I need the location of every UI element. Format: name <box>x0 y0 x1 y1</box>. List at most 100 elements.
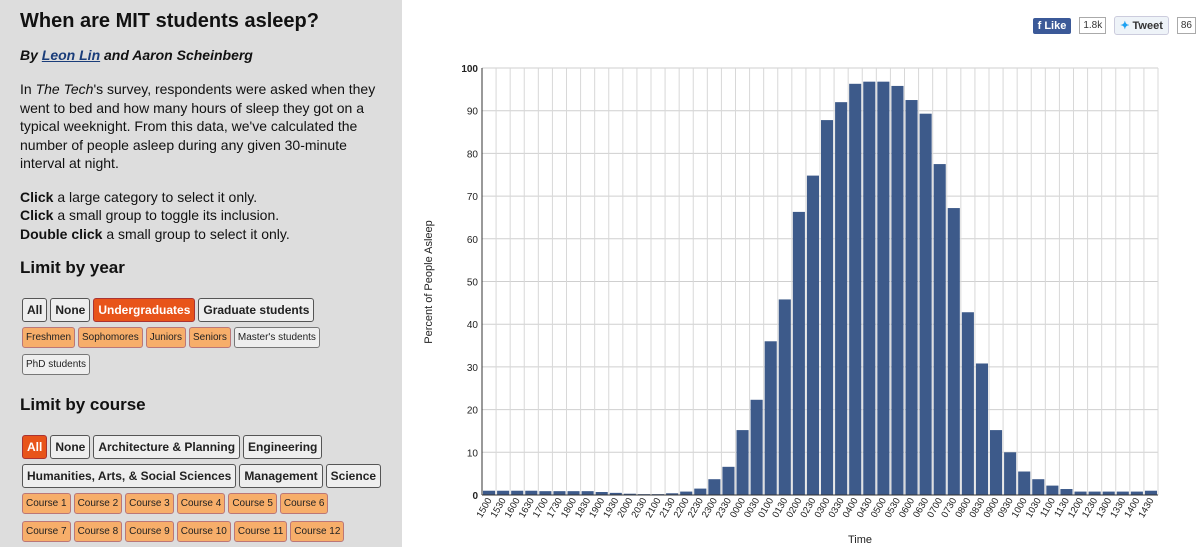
x-tick-label: 1430 <box>1136 496 1156 520</box>
filter-button-phd-students[interactable]: PhD students <box>22 354 91 375</box>
bar <box>736 430 749 495</box>
filter-button-course-2[interactable]: Course 2 <box>73 493 123 514</box>
byline-rest: and Aaron Scheinberg <box>100 47 253 63</box>
byline-prefix: By <box>20 47 42 63</box>
bar <box>609 492 622 495</box>
filter-button-course-12[interactable]: Course 12 <box>290 521 345 542</box>
y-tick-label: 50 <box>467 278 479 289</box>
intro-text-1: In <box>20 81 36 97</box>
bar <box>511 490 524 495</box>
author-link[interactable]: Leon Lin <box>41 47 101 63</box>
y-tick-label: 70 <box>467 192 479 203</box>
bar <box>764 341 777 495</box>
filter-button-none[interactable]: None <box>50 435 91 459</box>
filter-button-seniors[interactable]: Seniors <box>188 327 231 348</box>
y-tick-label: 100 <box>461 64 478 75</box>
filter-button-course-10[interactable]: Course 10 <box>176 521 231 542</box>
filter-button-management[interactable]: Management <box>239 464 323 488</box>
instruction-text: a small group to toggle its inclusion. <box>53 207 280 224</box>
x-axis-title: Time <box>848 534 872 546</box>
filter-button-course-9[interactable]: Course 9 <box>125 521 174 542</box>
byline: By Leon Lin and Aaron Scheinberg <box>20 47 382 63</box>
bar <box>990 430 1003 495</box>
filter-button-juniors[interactable]: Juniors <box>145 327 186 348</box>
bar <box>1088 491 1101 495</box>
filter-button-freshmen[interactable]: Freshmen <box>22 327 76 348</box>
bar <box>863 81 876 495</box>
bar <box>947 208 960 495</box>
bar <box>722 466 735 495</box>
bar <box>975 363 988 495</box>
facebook-like-button[interactable]: f Like <box>1032 17 1072 34</box>
bar <box>708 479 721 495</box>
y-tick-label: 10 <box>467 448 479 459</box>
bar <box>525 490 538 495</box>
filter-button-graduate-students[interactable]: Graduate students <box>198 298 315 322</box>
social-buttons: f Like 1.8k ✦ Tweet 86 <box>1032 16 1196 35</box>
bar <box>1074 491 1087 495</box>
filter-button-undergraduates[interactable]: Undergraduates <box>93 298 196 322</box>
y-tick-label: 60 <box>467 235 479 246</box>
filter-button-course-8[interactable]: Course 8 <box>73 521 123 542</box>
filter-button-science[interactable]: Science <box>325 464 382 488</box>
bar <box>567 491 580 495</box>
instruction-text: a large category to select it only. <box>53 188 258 205</box>
instruction-line: Click a small group to toggle its inclus… <box>20 206 382 225</box>
year-heading: Limit by year <box>20 258 125 277</box>
bar <box>1102 491 1115 495</box>
filter-button-course-3[interactable]: Course 3 <box>125 493 174 514</box>
tw-label: Tweet <box>1132 20 1163 32</box>
bar <box>1116 491 1129 495</box>
bar <box>919 113 932 496</box>
instructions: Click a large category to select it only… <box>20 188 382 244</box>
y-tick-label: 90 <box>467 107 479 118</box>
filter-button-course-7[interactable]: Course 7 <box>22 521 71 542</box>
sidebar: When are MIT students asleep? By Leon Li… <box>0 0 402 547</box>
filter-button-course-6[interactable]: Course 6 <box>279 493 329 514</box>
bar <box>1018 471 1031 495</box>
y-tick-label: 20 <box>467 406 479 417</box>
bar <box>1060 489 1073 495</box>
bar <box>961 312 974 495</box>
filter-button-sophomores[interactable]: Sophomores <box>78 327 143 348</box>
chart-area: f Like 1.8k ✦ Tweet 86 0 10 20 30 40 50 60 70 80… <box>402 0 1200 547</box>
fb-label: Like <box>1044 19 1067 32</box>
bar <box>497 490 510 495</box>
filter-button-humanities-arts-social-sciences[interactable]: Humanities, Arts, & Social Sciences <box>22 464 237 488</box>
bar <box>1004 452 1017 495</box>
bar <box>1046 485 1059 495</box>
bar <box>1130 491 1143 495</box>
bar <box>877 81 890 495</box>
bar <box>694 488 707 495</box>
bar <box>778 299 791 495</box>
filter-button-architecture-planning[interactable]: Architecture & Planning <box>93 435 241 459</box>
fb-count: 1.8k <box>1079 17 1107 34</box>
filter-button-course-4[interactable]: Course 4 <box>176 493 226 514</box>
y-tick-label: 40 <box>467 320 479 331</box>
filter-button-all[interactable]: All <box>22 435 48 459</box>
y-tick-label: 0 <box>472 491 478 502</box>
tw-count: 86 <box>1176 17 1196 34</box>
filter-button-course-5[interactable]: Course 5 <box>228 493 277 514</box>
instruction-text: a small group to select it only. <box>102 225 290 242</box>
filter-button-engineering[interactable]: Engineering <box>243 435 323 459</box>
instruction-line: Click a large category to select it only… <box>20 188 382 207</box>
intro-text-2: 's survey, respondents were asked when t… <box>20 81 376 172</box>
bar <box>595 492 608 495</box>
bar <box>849 83 862 495</box>
filter-button-course-1[interactable]: Course 1 <box>22 493 71 514</box>
y-tick-label: 80 <box>467 149 479 160</box>
tweet-button[interactable]: ✦ Tweet <box>1114 16 1169 35</box>
filter-button-all[interactable]: All <box>22 298 48 322</box>
filter-button-master-s-students[interactable]: Master's students <box>233 327 320 348</box>
filter-button-none[interactable]: None <box>50 298 91 322</box>
filter-button-course-11[interactable]: Course 11 <box>233 521 288 542</box>
instruction-line: Double click a small group to select it … <box>20 225 382 244</box>
bar <box>483 490 496 495</box>
bar <box>581 491 594 495</box>
bar <box>806 175 819 495</box>
bar <box>539 491 552 495</box>
bar <box>905 100 918 496</box>
year-large-buttons: All None Undergraduates Graduate students <box>22 298 315 322</box>
intro-publication: The Tech <box>35 81 94 97</box>
